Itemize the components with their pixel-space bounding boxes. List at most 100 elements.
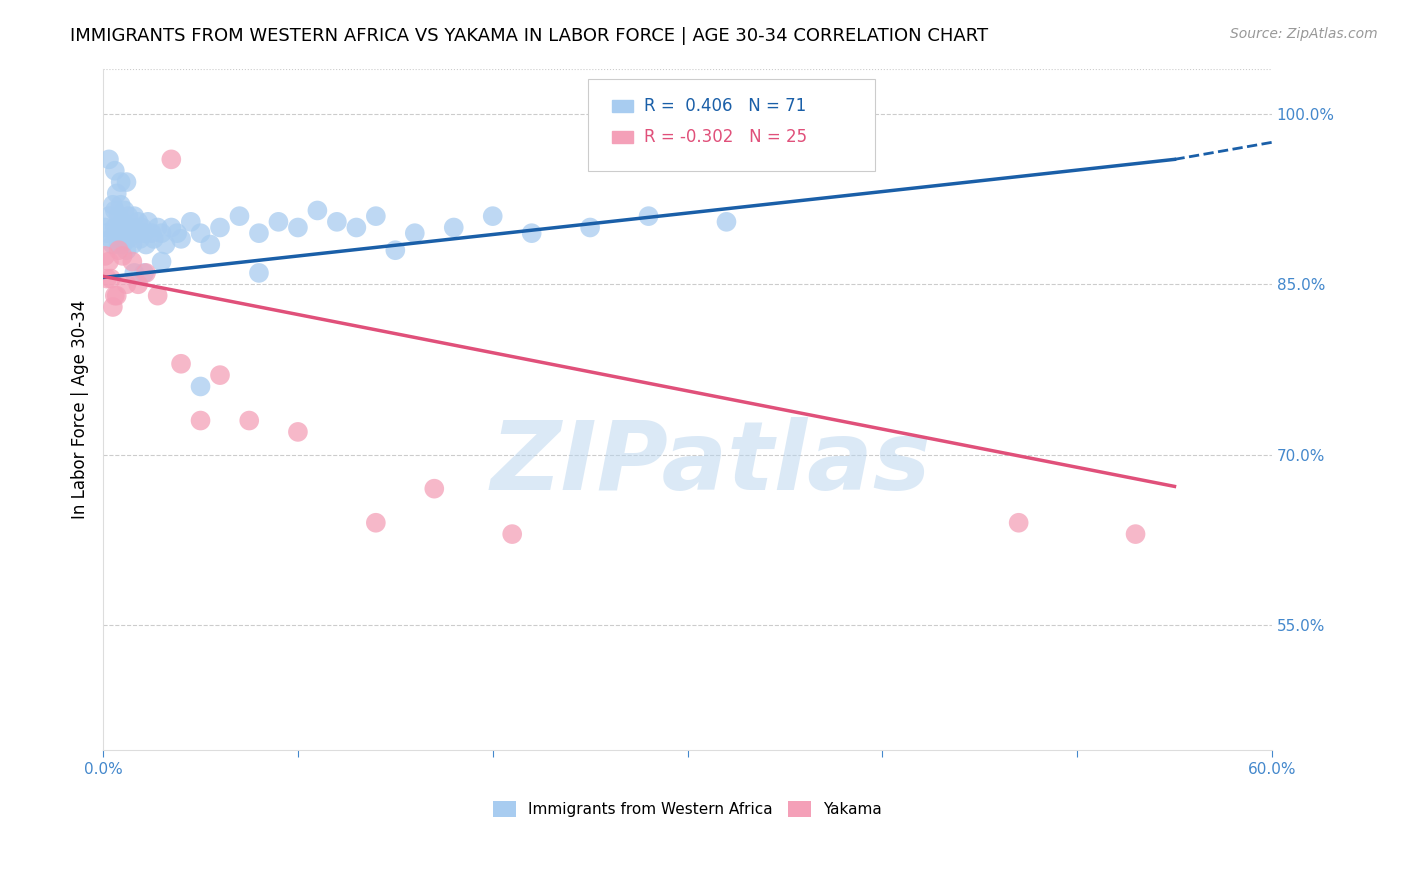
Point	[105, 288, 128, 302]
Point	[127, 215, 149, 229]
Point	[1008, 516, 1031, 530]
Point	[135, 266, 157, 280]
Point	[131, 220, 153, 235]
FancyBboxPatch shape	[588, 78, 875, 170]
Point	[166, 226, 188, 240]
Point	[111, 215, 134, 229]
Point	[208, 220, 231, 235]
Point	[115, 175, 138, 189]
Point	[105, 226, 128, 240]
Point	[111, 237, 134, 252]
Point	[141, 226, 163, 240]
Point	[150, 254, 173, 268]
Point	[135, 237, 157, 252]
Point	[117, 209, 139, 223]
Point	[443, 220, 465, 235]
Point	[127, 277, 149, 292]
Point	[96, 271, 118, 285]
Point	[832, 153, 855, 167]
Point	[146, 220, 169, 235]
Point	[481, 209, 503, 223]
Point	[94, 220, 117, 235]
Point	[520, 226, 543, 240]
Point	[110, 198, 132, 212]
Point	[190, 413, 212, 427]
Point	[104, 203, 127, 218]
Point	[104, 163, 127, 178]
Point	[579, 220, 602, 235]
Point	[115, 244, 138, 258]
Point	[132, 266, 155, 280]
Point	[1125, 527, 1147, 541]
Point	[117, 232, 139, 246]
Point	[98, 209, 121, 223]
Point	[404, 226, 426, 240]
Point	[104, 288, 127, 302]
Point	[101, 237, 124, 252]
Point	[96, 226, 118, 240]
Point	[160, 153, 183, 167]
Point	[98, 153, 121, 167]
Point	[100, 232, 122, 246]
Point	[287, 425, 309, 439]
Point	[501, 527, 523, 541]
Text: R =  0.406   N = 71: R = 0.406 N = 71	[644, 97, 807, 115]
Point	[107, 237, 129, 252]
Point	[101, 198, 124, 212]
Point	[115, 220, 138, 235]
Point	[142, 232, 165, 246]
Point	[208, 368, 231, 383]
Point	[160, 220, 183, 235]
Point	[110, 220, 132, 235]
Point	[107, 209, 129, 223]
Text: ZIPatlas: ZIPatlas	[491, 417, 931, 510]
Point	[101, 300, 124, 314]
Point	[100, 271, 122, 285]
Point	[121, 237, 143, 252]
Point	[180, 215, 202, 229]
Text: IMMIGRANTS FROM WESTERN AFRICA VS YAKAMA IN LABOR FORCE | AGE 30-34 CORRELATION : IMMIGRANTS FROM WESTERN AFRICA VS YAKAMA…	[70, 27, 988, 45]
Point	[200, 237, 222, 252]
Point	[364, 209, 387, 223]
Point	[155, 237, 177, 252]
Point	[190, 226, 212, 240]
Point	[228, 209, 250, 223]
Point	[637, 209, 659, 223]
Point	[121, 220, 143, 235]
Point	[247, 226, 270, 240]
Text: Source: ZipAtlas.com: Source: ZipAtlas.com	[1230, 27, 1378, 41]
Point	[326, 215, 349, 229]
Point	[115, 277, 138, 292]
Point	[364, 516, 387, 530]
Point	[111, 249, 134, 263]
Point	[247, 266, 270, 280]
Point	[307, 203, 329, 218]
Point	[190, 379, 212, 393]
Point	[423, 482, 446, 496]
Point	[384, 244, 406, 258]
Point	[150, 226, 173, 240]
Point	[344, 220, 367, 235]
Point	[170, 232, 193, 246]
Point	[125, 226, 148, 240]
Point	[105, 186, 128, 201]
Point	[120, 226, 142, 240]
Point	[132, 226, 155, 240]
FancyBboxPatch shape	[612, 100, 633, 112]
Legend: Immigrants from Western Africa, Yakama: Immigrants from Western Africa, Yakama	[486, 795, 889, 823]
Point	[107, 244, 129, 258]
Point	[136, 215, 159, 229]
Point	[146, 288, 169, 302]
Point	[716, 215, 738, 229]
Point	[110, 175, 132, 189]
Y-axis label: In Labor Force | Age 30-34: In Labor Force | Age 30-34	[72, 300, 89, 519]
Text: R = -0.302   N = 25: R = -0.302 N = 25	[644, 128, 807, 145]
FancyBboxPatch shape	[612, 130, 633, 143]
Point	[124, 209, 146, 223]
Point	[98, 254, 121, 268]
Point	[94, 249, 117, 263]
Point	[104, 220, 127, 235]
Point	[114, 226, 136, 240]
Point	[287, 220, 309, 235]
Point	[114, 203, 136, 218]
